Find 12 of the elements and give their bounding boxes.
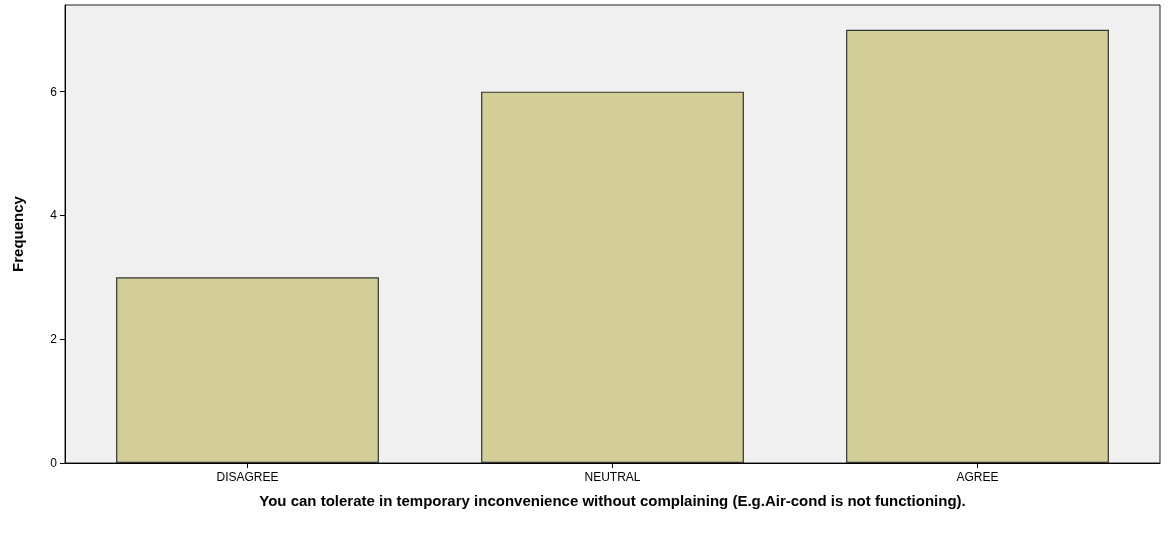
x-tick-label: NEUTRAL: [584, 470, 641, 484]
bar: [116, 277, 379, 463]
y-tick-label: 0: [50, 456, 58, 470]
y-axis-title: Frequency: [9, 195, 26, 272]
x-axis-title: You can tolerate in temporary inconvenience without complaining (E.g.Air-cond is not functioning).: [259, 492, 966, 509]
y-tick-label: 6: [50, 84, 58, 99]
bar: [481, 91, 744, 463]
x-tick-label: AGREE: [956, 470, 999, 484]
y-tick-label: 2: [50, 332, 58, 347]
y-tick-label: 4: [50, 208, 58, 223]
x-tick-label: DISAGREE: [216, 470, 279, 484]
bar: [846, 29, 1109, 463]
